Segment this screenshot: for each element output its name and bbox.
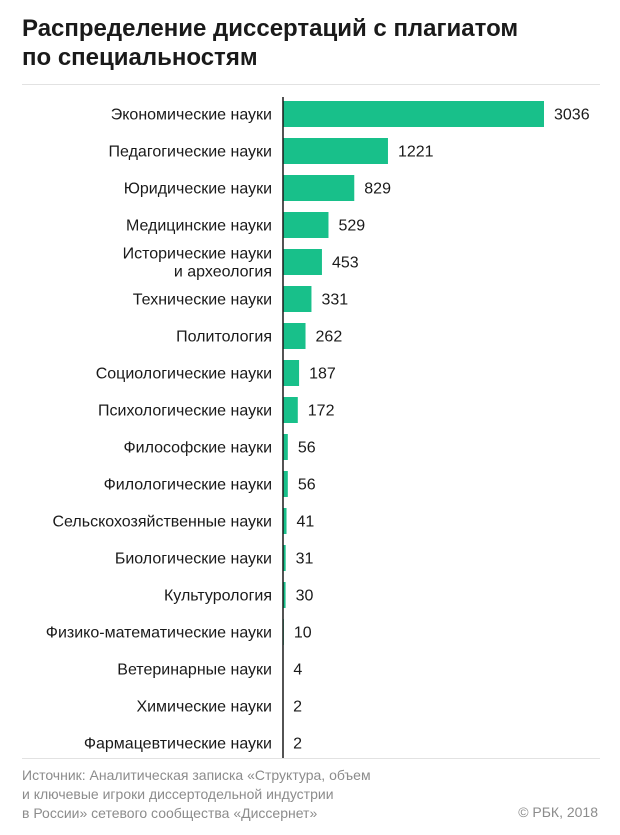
value-label: 262 [316,329,343,346]
value-label: 3036 [554,107,590,124]
value-label: 331 [321,292,348,309]
value-label: 187 [309,366,336,383]
bar [283,471,288,497]
category-label: Ветеринарные науки [117,662,272,679]
source-note: Источник: Аналитическая записка «Структу… [22,766,462,823]
copyright-credit: © РБК, 2018 [518,804,598,820]
category-label: Фармацевтические науки [84,736,272,753]
category-label: Филологические науки [104,477,272,494]
chart-title: Распределение диссертаций с плагиатом по… [22,14,602,72]
value-label: 2 [293,736,302,753]
category-label: Физико-математические науки [46,625,272,642]
category-label: Исторические науки и археология [123,246,272,281]
category-label: Педагогические науки [109,144,272,161]
value-label: 1221 [398,144,434,161]
category-label: Биологические науки [115,551,272,568]
source-note-line-3: в России» сетевого сообщества «Диссернет… [22,805,318,821]
bar [283,323,306,349]
category-label-line: Технические науки [133,292,272,309]
category-label-line: Биологические науки [115,551,272,568]
category-label-line: Педагогические науки [109,144,272,161]
category-label: Психологические науки [98,403,272,420]
category-label-line: Ветеринарные науки [117,662,272,679]
value-label: 10 [294,625,312,642]
category-label-line: Фармацевтические науки [84,736,272,753]
bar [283,545,286,571]
bar [283,212,329,238]
bar [283,434,288,460]
category-label: Экономические науки [111,107,272,124]
category-label-line: Исторические науки [123,246,272,263]
category-label: Химические науки [136,699,272,716]
bar [283,397,298,423]
value-label: 41 [297,514,315,531]
value-label: 172 [308,403,335,420]
value-label: 56 [298,477,316,494]
source-note-line-2: и ключевые игроки диссертодельной индуст… [22,786,334,802]
category-label: Юридические науки [124,181,272,198]
value-label: 4 [293,662,302,679]
category-label: Сельскохозяйственные науки [52,514,272,531]
category-label-line: и археология [174,264,272,281]
bar [283,249,322,275]
category-label-line: Физико-математические науки [46,625,272,642]
category-label-line: Медицинские науки [126,218,272,235]
category-label-line: Философские науки [123,440,272,457]
source-note-line-1: Источник: Аналитическая записка «Структу… [22,767,371,783]
category-label-line: Политология [176,329,272,346]
footer-divider [22,758,600,759]
category-label: Медицинские науки [126,218,272,235]
category-label-line: Культурология [164,588,272,605]
category-label: Политология [176,329,272,346]
category-label: Философские науки [123,440,272,457]
value-label: 56 [298,440,316,457]
bar [283,360,300,386]
category-label: Социологические науки [96,366,272,383]
category-label-line: Психологические науки [98,403,272,420]
value-label: 30 [296,588,314,605]
category-label-line: Филологические науки [104,477,272,494]
chart-title-line-1: Распределение диссертаций с плагиатом [22,15,519,42]
bar [283,508,287,534]
chart-title-line-2: по специальностям [22,44,258,71]
value-label: 453 [332,255,359,272]
category-label-line: Сельскохозяйственные науки [52,514,272,531]
category-label: Культурология [164,588,272,605]
bar-chart: Экономические науки 3036 Педагогические на… [46,97,590,758]
title-divider [22,84,600,85]
category-label: Технические науки [133,292,272,309]
bar [283,286,312,312]
category-label-line: Химические науки [136,699,272,716]
bar [283,582,286,608]
value-label: 31 [296,551,314,568]
bar [283,101,544,127]
value-label: 829 [364,181,391,198]
value-label: 529 [338,218,365,235]
category-label-line: Социологические науки [96,366,272,383]
bar [283,175,355,201]
value-label: 2 [293,699,302,716]
category-label-line: Экономические науки [111,107,272,124]
bar [283,138,388,164]
category-label-line: Юридические науки [124,181,272,198]
